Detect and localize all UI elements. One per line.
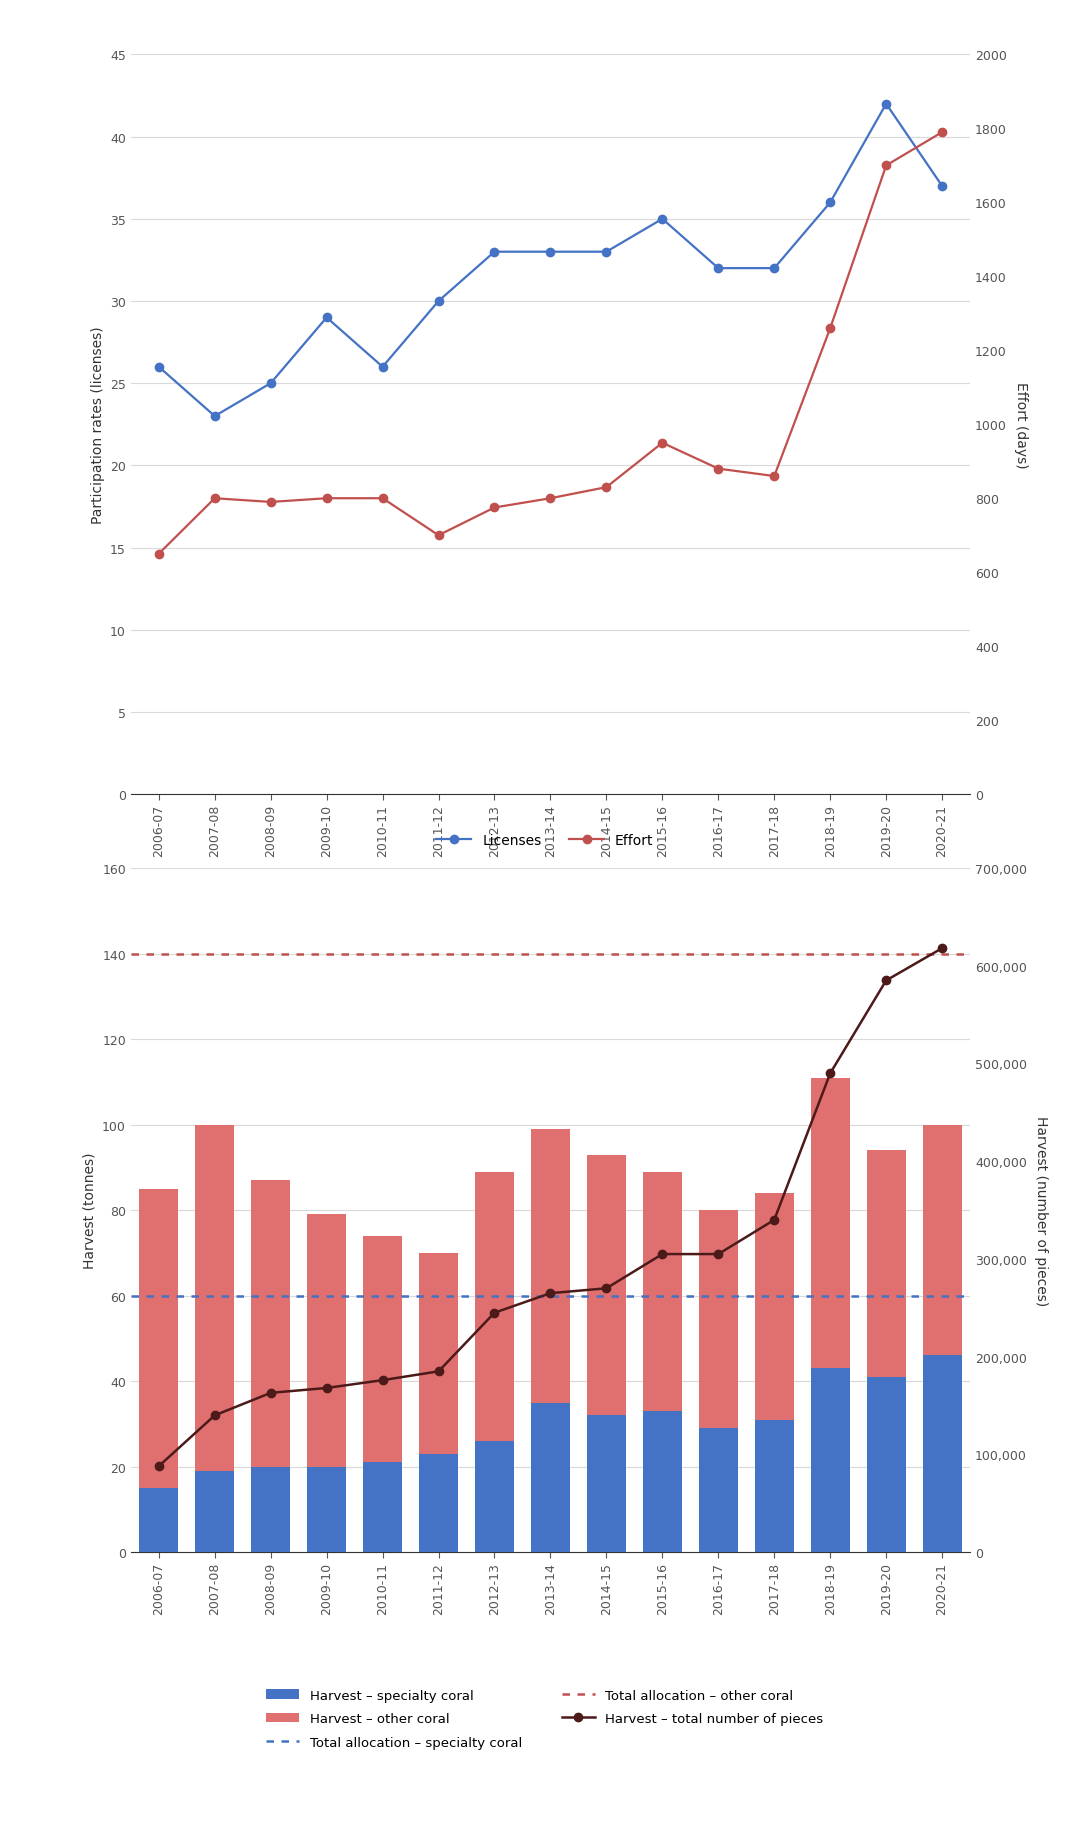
Y-axis label: Harvest (number of pieces): Harvest (number of pieces)	[1033, 1116, 1047, 1305]
Bar	[531, 1129, 570, 1403]
Legend: Harvest – specialty coral, Harvest – other coral, Total allocation – specialty c: Harvest – specialty coral, Harvest – oth…	[262, 1684, 828, 1754]
Bar	[922, 1125, 961, 1356]
Bar	[586, 1416, 626, 1552]
Bar	[195, 1125, 234, 1471]
Bar	[251, 1467, 290, 1552]
Bar	[586, 1155, 626, 1416]
Bar	[922, 1356, 961, 1552]
Bar	[363, 1236, 402, 1462]
Bar	[140, 1488, 179, 1552]
Bar	[867, 1377, 906, 1552]
Y-axis label: Harvest (tonnes): Harvest (tonnes)	[83, 1151, 97, 1270]
Bar	[643, 1412, 682, 1552]
Bar	[307, 1214, 347, 1467]
Bar	[419, 1454, 458, 1552]
Bar	[754, 1194, 794, 1419]
Bar	[475, 1172, 514, 1441]
Y-axis label: Participation rates (licenses): Participation rates (licenses)	[90, 327, 105, 523]
Bar	[699, 1210, 738, 1429]
Bar	[363, 1462, 402, 1552]
Bar	[195, 1471, 234, 1552]
Bar	[475, 1441, 514, 1552]
Y-axis label: Effort (days): Effort (days)	[1014, 383, 1028, 468]
Bar	[140, 1188, 179, 1488]
Bar	[811, 1077, 850, 1369]
Bar	[251, 1181, 290, 1467]
Bar	[643, 1172, 682, 1412]
Bar	[699, 1429, 738, 1552]
Bar	[811, 1369, 850, 1552]
Bar	[419, 1253, 458, 1454]
Bar	[754, 1419, 794, 1552]
Bar	[867, 1151, 906, 1377]
Bar	[531, 1403, 570, 1552]
Legend: Licenses, Effort: Licenses, Effort	[431, 828, 659, 854]
Bar	[307, 1467, 347, 1552]
